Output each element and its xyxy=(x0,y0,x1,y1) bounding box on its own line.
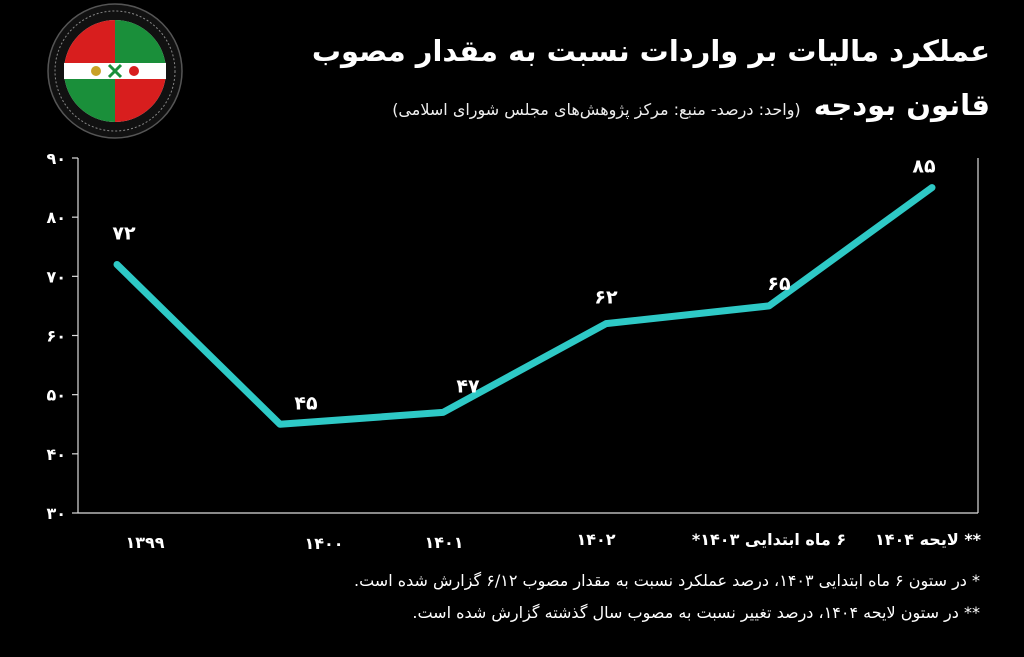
y-tick-label: ۵۰ xyxy=(46,386,66,405)
data-label: ۴۷ xyxy=(456,375,480,397)
y-tick-label: ۳۰ xyxy=(46,504,66,523)
chart-title: عملکرد مالیات بر واردات نسبت به مقدار مص… xyxy=(311,34,990,68)
y-tick-label: ۹۰ xyxy=(46,149,66,168)
x-tick-label: ۶ ماه ابتدایی ۱۴۰۳* xyxy=(692,530,846,549)
y-tick-label: ۸۰ xyxy=(46,208,66,227)
y-tick-label: ۷۰ xyxy=(46,267,66,286)
x-tick-label: ** لایحه ۱۴۰۴ xyxy=(875,530,982,549)
y-tick-label: ۴۰ xyxy=(46,445,66,464)
x-tick-label: ۱۴۰۲ xyxy=(576,530,615,549)
y-tick-label: ۶۰ xyxy=(46,327,66,346)
chart-title-line2: قانون بودجه (واحد: درصد- منبع: مرکز پژوه… xyxy=(392,88,990,122)
data-label: ۶۵ xyxy=(767,273,791,295)
data-label: ۷۲ xyxy=(112,223,136,245)
chamber-of-commerce-logo xyxy=(47,3,183,139)
footnote-2: ** در ستون لایحه ۱۴۰۴، درصد تغییر نسبت ب… xyxy=(412,603,980,622)
series-line xyxy=(113,184,936,428)
data-label: ۴۵ xyxy=(294,392,318,414)
chart-subtitle: (واحد: درصد- منبع: مرکز پژوهش‌های مجلس ش… xyxy=(392,100,801,119)
x-tick-label: ۱۴۰۰ xyxy=(304,534,343,553)
chart-title-second-part: قانون بودجه xyxy=(813,88,990,122)
x-tick-label: ۱۳۹۹ xyxy=(125,533,164,552)
data-label: ۶۲ xyxy=(594,287,618,309)
data-label: ۸۵ xyxy=(912,156,936,178)
footnote-1: * در ستون ۶ ماه ابتدایی ۱۴۰۳، درصد عملکر… xyxy=(354,571,980,590)
x-tick-label: ۱۴۰۱ xyxy=(424,533,463,552)
